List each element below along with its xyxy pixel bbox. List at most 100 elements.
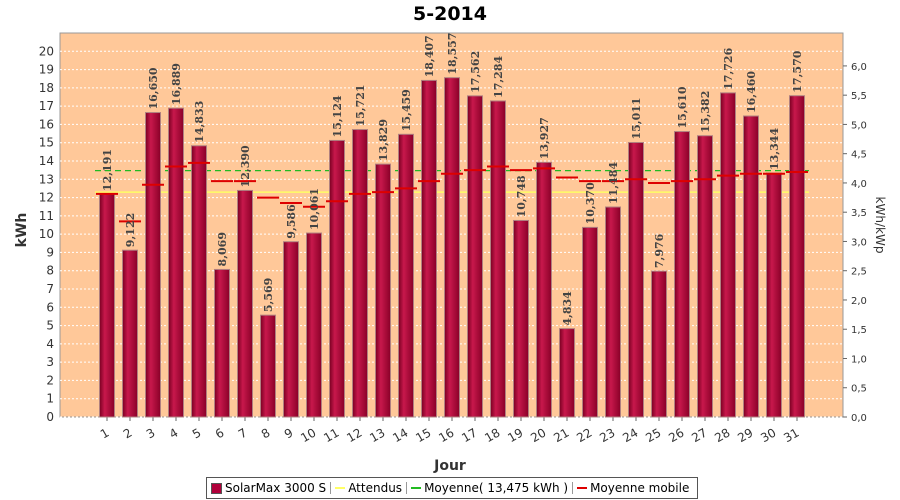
x-tick-label: 18 [482, 425, 502, 445]
bar [145, 112, 161, 418]
bar [605, 206, 621, 418]
y-tick-label: 16 [39, 117, 54, 131]
data-label: 10,061 [308, 188, 321, 230]
x-tick-label: 10 [298, 425, 318, 445]
bar [421, 79, 437, 418]
y-right-tick-label: 4,0 [851, 179, 867, 190]
bar [766, 172, 782, 418]
y-right-tick-label: 0,0 [851, 413, 867, 424]
x-tick-label: 27 [689, 425, 709, 445]
x-tick-label: 20 [528, 425, 548, 445]
x-tick-label: 14 [390, 425, 410, 445]
x-tick-label: 12 [344, 425, 364, 445]
y-tick-label: 11 [39, 209, 54, 223]
y-right-tick-label: 0,5 [851, 384, 867, 395]
y-right-tick-label: 5,0 [851, 120, 867, 131]
data-label: 13,344 [768, 128, 781, 170]
y-tick-label: 2 [46, 373, 54, 387]
bar [237, 189, 253, 418]
y-tick-label: 7 [46, 282, 54, 296]
moving-average [96, 161, 808, 223]
data-label: 13,927 [538, 117, 551, 159]
y-right-tick-label: 3,5 [851, 208, 867, 219]
data-label: 16,460 [745, 71, 758, 113]
x-tick-label: 3 [144, 425, 158, 441]
data-label: 18,407 [423, 35, 436, 77]
x-tick-label: 25 [643, 425, 663, 445]
data-label: 15,459 [400, 89, 413, 131]
data-label: 12,390 [239, 145, 252, 187]
x-axis-title: Jour [433, 458, 466, 474]
x-tick-label: 22 [574, 425, 594, 445]
x-tick-label: 4 [167, 425, 181, 441]
legend-item-moving-average: Moyenne mobile [577, 481, 689, 495]
y-tick-label: 18 [39, 81, 54, 95]
y-tick-label: 1 [46, 392, 54, 406]
x-tick-label: 24 [620, 425, 640, 445]
legend-separator [330, 482, 332, 494]
x-tick-label: 30 [758, 425, 778, 445]
bar [628, 142, 644, 418]
legend-item-expected: Attendus [335, 481, 402, 495]
x-tick-label: 7 [236, 425, 250, 441]
y-tick-label: 9 [46, 245, 54, 259]
bar [536, 161, 552, 418]
y-right-tick-label: 2,0 [851, 296, 867, 307]
x-tick-label: 9 [282, 425, 296, 441]
y-right-tick-label: 5,5 [851, 91, 867, 102]
bar [191, 145, 207, 418]
data-label: 9,586 [285, 204, 298, 239]
bar [743, 115, 759, 418]
x-tick-label: 19 [505, 425, 525, 445]
legend: SolarMax 3000 S Attendus Moyenne( 13,475… [206, 477, 699, 499]
data-label: 17,284 [492, 56, 505, 98]
data-label: 14,833 [193, 101, 206, 143]
bar [375, 163, 391, 418]
legend-item-production: SolarMax 3000 S [211, 481, 326, 495]
right-axis: 0,0 0,5 1,0 1,5 2,0 2,5 3,0 3,5 4,0 4,5 5,0 5,5 6,0 [843, 62, 867, 424]
data-label: 8,069 [216, 232, 229, 266]
y-right-tick-label: 1,0 [851, 354, 867, 365]
bar [490, 100, 506, 418]
y-tick-label: 19 [39, 63, 54, 77]
x-tick-label: 17 [459, 425, 479, 445]
data-label: 15,382 [699, 91, 712, 133]
legend-separator [406, 482, 408, 494]
bars [99, 77, 805, 418]
legend-label-production: SolarMax 3000 S [225, 481, 327, 495]
data-labels: 12,191 9,122 16,650 16,889 14,833 8,069 12,390… [101, 33, 804, 326]
bar [352, 129, 368, 418]
data-label: 17,562 [469, 51, 482, 93]
legend-separator [572, 482, 574, 494]
data-label: 13,829 [377, 119, 390, 161]
data-label: 5,569 [262, 278, 275, 312]
y-tick-label: 17 [39, 99, 54, 113]
y-axis-title: kWh [14, 213, 30, 248]
x-axis: 1 2 3 4 5 6 7 8 9 10 11 12 13 14 15 16 17 18 19 20 21 22 23 24 2… [98, 417, 802, 445]
bar [398, 133, 414, 418]
legend-swatch-average [411, 487, 422, 489]
bar [283, 241, 299, 418]
y-right-tick-label: 3,0 [851, 237, 867, 248]
data-label: 15,721 [354, 84, 367, 126]
legend-label-average: Moyenne( 13,475 kWh ) [424, 481, 569, 495]
x-tick-label: 16 [436, 425, 456, 445]
legend-label-expected: Attendus [348, 481, 403, 495]
y-right-tick-label: 6,0 [851, 62, 867, 73]
legend-swatch-expected [335, 487, 346, 489]
x-tick-label: 5 [190, 425, 204, 441]
data-label: 16,650 [147, 67, 160, 109]
bar [260, 314, 276, 418]
data-label: 7,976 [653, 233, 666, 268]
bar [444, 77, 460, 418]
bar [559, 328, 575, 418]
data-label: 16,889 [170, 63, 183, 105]
y-tick-label: 12 [39, 191, 54, 205]
x-tick-label: 23 [597, 425, 617, 445]
data-label: 9,122 [124, 213, 137, 247]
bar [214, 268, 230, 418]
x-tick-label: 8 [259, 425, 273, 441]
y-tick-label: 6 [46, 300, 54, 314]
bar [674, 131, 690, 418]
y-tick-label: 5 [46, 319, 54, 333]
